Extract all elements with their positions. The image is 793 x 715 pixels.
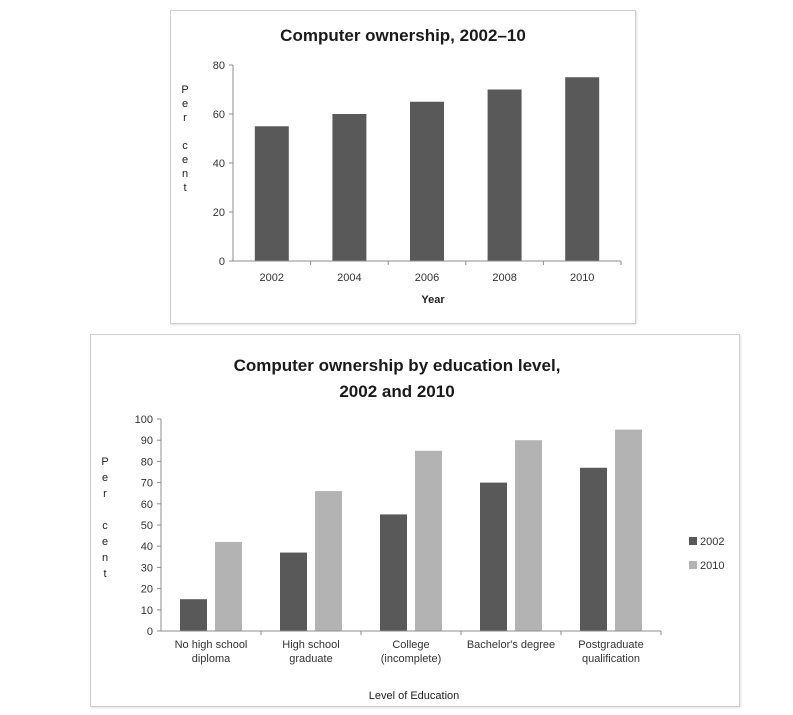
y-tick-label: 10 bbox=[141, 605, 153, 617]
bar-2002 bbox=[254, 126, 289, 261]
x-tick-label-2010: 2010 bbox=[570, 272, 594, 284]
bar-2010-category-5 bbox=[615, 429, 642, 631]
y-axis-label-letter: t bbox=[183, 182, 186, 194]
bar-2002-category-4 bbox=[480, 482, 507, 631]
chart1-title: Computer ownership, 2002–10 bbox=[280, 26, 526, 45]
y-tick-label: 60 bbox=[213, 109, 225, 121]
y-tick-label: 100 bbox=[135, 414, 153, 426]
y-axis-label-letter: t bbox=[103, 568, 106, 580]
bar-2006 bbox=[410, 101, 444, 261]
bar-2002-category-3 bbox=[380, 514, 407, 631]
y-axis-label-letter: n bbox=[182, 168, 188, 180]
x-tick-label-category-4: Bachelor's degree bbox=[467, 639, 555, 651]
chart1-x-axis-label: Year bbox=[421, 294, 445, 306]
y-axis-label-letter: n bbox=[102, 552, 108, 564]
y-tick-label: 40 bbox=[141, 541, 153, 553]
y-axis-label-letter: e bbox=[182, 98, 188, 110]
x-tick-label-2002: 2002 bbox=[260, 272, 284, 284]
bar-2008 bbox=[487, 89, 522, 261]
y-axis-label-letter: r bbox=[183, 112, 187, 124]
bar-2002-category-2 bbox=[280, 552, 307, 631]
bar-2010 bbox=[565, 77, 600, 261]
x-tick-label-category-2: graduate bbox=[289, 653, 332, 665]
x-tick-label-2008: 2008 bbox=[492, 272, 516, 284]
legend-swatch-2002 bbox=[689, 537, 697, 545]
y-tick-label: 0 bbox=[147, 626, 153, 638]
y-axis-label-letter: r bbox=[103, 488, 107, 500]
x-tick-label-category-5: qualification bbox=[582, 653, 640, 665]
chart2-legend: 2002 2010 bbox=[689, 536, 724, 572]
y-tick-label: 50 bbox=[141, 520, 153, 532]
y-axis-label-letter: c bbox=[102, 520, 108, 532]
chart2-title-line-2: 2002 and 2010 bbox=[339, 382, 454, 401]
x-tick-label-2004: 2004 bbox=[337, 272, 361, 284]
y-tick-label: 60 bbox=[141, 499, 153, 511]
y-tick-label: 80 bbox=[213, 60, 225, 72]
legend-label-2010: 2010 bbox=[700, 560, 724, 572]
chart2-title-line-1: Computer ownership by education level, bbox=[234, 356, 561, 375]
y-axis-label-letter: e bbox=[102, 472, 108, 484]
bar-2010-category-3 bbox=[415, 450, 442, 631]
y-tick-label: 20 bbox=[141, 584, 153, 596]
y-axis-label-letter: e bbox=[102, 536, 108, 548]
bar-2010-category-2 bbox=[315, 491, 342, 631]
y-axis-label-letter: e bbox=[182, 154, 188, 166]
y-tick-label: 90 bbox=[141, 435, 153, 447]
y-tick-label: 0 bbox=[219, 256, 225, 268]
x-tick-label-category-5: Postgraduate bbox=[578, 639, 643, 651]
bar-2002-category-1 bbox=[180, 599, 207, 631]
bar-2004 bbox=[332, 114, 367, 261]
bar-2010-category-4 bbox=[515, 440, 542, 631]
legend-label-2002: 2002 bbox=[700, 536, 724, 548]
x-tick-label-category-2: High school bbox=[282, 639, 339, 651]
x-tick-label-category-1: No high school bbox=[175, 639, 248, 651]
x-tick-label-category-1: diploma bbox=[192, 653, 231, 665]
ownership-by-education-chart: Computer ownership by education level, 2… bbox=[101, 356, 724, 702]
chart2-x-axis-label: Level of Education bbox=[369, 690, 460, 702]
y-axis-label-letter: c bbox=[182, 140, 188, 152]
y-tick-label: 70 bbox=[141, 478, 153, 490]
y-axis-label-letter: P bbox=[181, 84, 188, 96]
y-tick-label: 30 bbox=[141, 562, 153, 574]
y-axis-label-letter: P bbox=[101, 456, 108, 468]
x-tick-label-2006: 2006 bbox=[415, 272, 439, 284]
bar-2010-category-1 bbox=[215, 541, 242, 631]
legend-swatch-2010 bbox=[689, 561, 697, 569]
bar-2002-category-5 bbox=[580, 467, 607, 631]
y-tick-label: 80 bbox=[141, 456, 153, 468]
y-tick-label: 20 bbox=[213, 207, 225, 219]
y-tick-label: 40 bbox=[213, 158, 225, 170]
x-tick-label-category-3: College bbox=[392, 639, 429, 651]
ownership-by-education-panel: Computer ownership by education level, 2… bbox=[90, 334, 740, 707]
x-tick-label-category-3: (incomplete) bbox=[381, 653, 442, 665]
